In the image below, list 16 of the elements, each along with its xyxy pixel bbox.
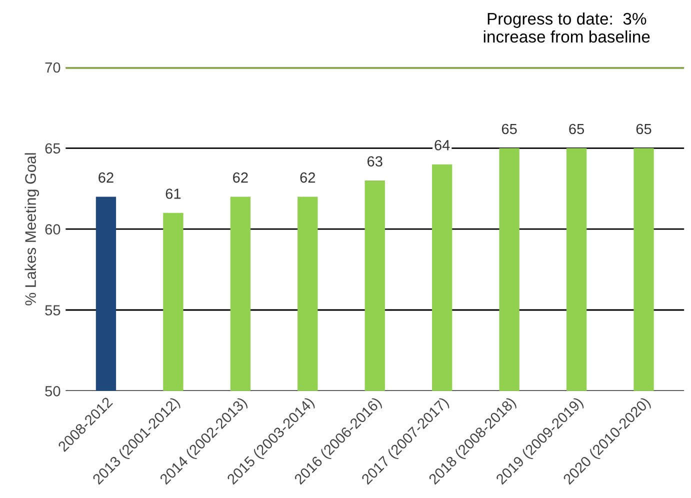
y-tick-label: 50 <box>45 386 60 396</box>
data-label: 64 <box>434 140 450 150</box>
y-axis-title: % Lakes Meeting Goal <box>24 153 40 306</box>
data-label: 65 <box>502 124 517 134</box>
data-label: 63 <box>368 156 382 167</box>
data-label: 62 <box>98 172 114 183</box>
text: Progress to date: 3% increase from baseline <box>484 12 650 43</box>
data-label: 61 <box>166 188 181 199</box>
y-tick-label: 65 <box>45 143 60 154</box>
data-label: 62 <box>300 172 316 183</box>
data-label: 62 <box>233 172 248 183</box>
y-tick-label: 55 <box>45 305 60 316</box>
y-tick-label: 70 <box>45 62 60 73</box>
data-label: 65 <box>636 124 652 134</box>
data-label: 65 <box>569 124 584 134</box>
y-tick-label: 60 <box>45 224 60 235</box>
